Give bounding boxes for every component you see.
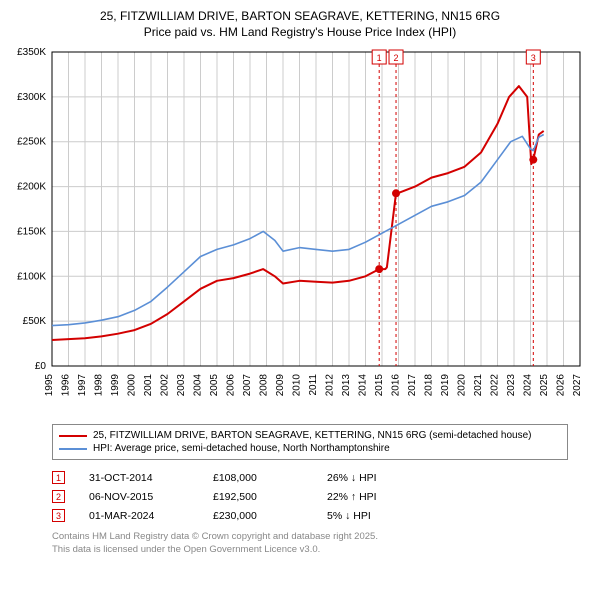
svg-text:2014: 2014	[358, 374, 369, 397]
svg-text:2015: 2015	[374, 374, 385, 397]
svg-text:2016: 2016	[391, 374, 402, 397]
title-line-1: 25, FITZWILLIAM DRIVE, BARTON SEAGRAVE, …	[8, 8, 592, 24]
svg-text:£150K: £150K	[17, 227, 46, 238]
svg-text:2021: 2021	[473, 374, 484, 397]
svg-text:2026: 2026	[556, 374, 567, 397]
chart-title: 25, FITZWILLIAM DRIVE, BARTON SEAGRAVE, …	[8, 8, 592, 40]
event-row: 3 01-MAR-2024 £230,000 5% ↓ HPI	[52, 506, 568, 525]
legend-row: HPI: Average price, semi-detached house,…	[59, 442, 561, 455]
event-marker: 2	[52, 490, 65, 503]
event-price: £108,000	[213, 472, 303, 484]
svg-text:2006: 2006	[226, 374, 237, 397]
legend-label: 25, FITZWILLIAM DRIVE, BARTON SEAGRAVE, …	[93, 430, 531, 441]
legend-swatch	[59, 448, 87, 450]
svg-text:2003: 2003	[176, 374, 187, 397]
event-delta: 26% ↓ HPI	[327, 472, 447, 484]
event-date: 01-MAR-2024	[89, 510, 189, 522]
svg-text:£100K: £100K	[17, 272, 46, 283]
svg-text:2027: 2027	[572, 374, 583, 397]
event-price: £192,500	[213, 491, 303, 503]
footer-attribution: Contains HM Land Registry data © Crown c…	[52, 531, 568, 556]
svg-text:£200K: £200K	[17, 182, 46, 193]
event-price: £230,000	[213, 510, 303, 522]
legend: 25, FITZWILLIAM DRIVE, BARTON SEAGRAVE, …	[52, 424, 568, 460]
events-table: 1 31-OCT-2014 £108,000 26% ↓ HPI 2 06-NOV-201…	[52, 468, 568, 525]
svg-text:2017: 2017	[407, 374, 418, 397]
svg-text:2008: 2008	[259, 374, 270, 397]
svg-text:£250K: £250K	[17, 137, 46, 148]
svg-text:£350K: £350K	[17, 47, 46, 58]
footer-line-1: Contains HM Land Registry data © Crown c…	[52, 531, 568, 543]
svg-text:1999: 1999	[110, 374, 121, 397]
svg-text:3: 3	[531, 53, 536, 63]
legend-label: HPI: Average price, semi-detached house,…	[93, 443, 390, 454]
svg-text:2013: 2013	[341, 374, 352, 397]
event-delta: 5% ↓ HPI	[327, 510, 447, 522]
svg-text:1995: 1995	[44, 374, 55, 397]
svg-text:2023: 2023	[506, 374, 517, 397]
svg-text:1997: 1997	[77, 374, 88, 397]
svg-text:1996: 1996	[61, 374, 72, 397]
svg-text:£50K: £50K	[23, 317, 47, 328]
svg-text:2018: 2018	[424, 374, 435, 397]
event-row: 2 06-NOV-2015 £192,500 22% ↑ HPI	[52, 487, 568, 506]
svg-text:1998: 1998	[94, 374, 105, 397]
event-marker: 1	[52, 471, 65, 484]
svg-text:£300K: £300K	[17, 92, 46, 103]
svg-text:2009: 2009	[275, 374, 286, 397]
event-marker: 3	[52, 509, 65, 522]
event-delta: 22% ↑ HPI	[327, 491, 447, 503]
svg-text:2004: 2004	[193, 374, 204, 397]
svg-text:2001: 2001	[143, 374, 154, 397]
event-date: 31-OCT-2014	[89, 472, 189, 484]
legend-swatch	[59, 435, 87, 437]
svg-text:2025: 2025	[539, 374, 550, 397]
svg-text:£0: £0	[35, 361, 47, 372]
svg-text:2011: 2011	[308, 374, 319, 396]
event-row: 1 31-OCT-2014 £108,000 26% ↓ HPI	[52, 468, 568, 487]
title-line-2: Price paid vs. HM Land Registry's House …	[8, 24, 592, 40]
svg-text:2000: 2000	[127, 374, 138, 397]
svg-text:2012: 2012	[325, 374, 336, 397]
svg-text:2024: 2024	[523, 374, 534, 397]
event-date: 06-NOV-2015	[89, 491, 189, 503]
svg-text:2022: 2022	[490, 374, 501, 397]
svg-text:1: 1	[377, 53, 382, 63]
svg-text:2019: 2019	[440, 374, 451, 397]
legend-row: 25, FITZWILLIAM DRIVE, BARTON SEAGRAVE, …	[59, 429, 561, 442]
svg-text:2010: 2010	[292, 374, 303, 397]
svg-text:2005: 2005	[209, 374, 220, 397]
footer-line-2: This data is licensed under the Open Gov…	[52, 544, 568, 556]
svg-text:2007: 2007	[242, 374, 253, 397]
svg-text:2002: 2002	[160, 374, 171, 397]
svg-text:2: 2	[394, 53, 399, 63]
svg-text:2020: 2020	[457, 374, 468, 397]
line-chart: £0 £50K £100K £150K £200K £250K £300K £350K 1995…	[8, 46, 592, 416]
